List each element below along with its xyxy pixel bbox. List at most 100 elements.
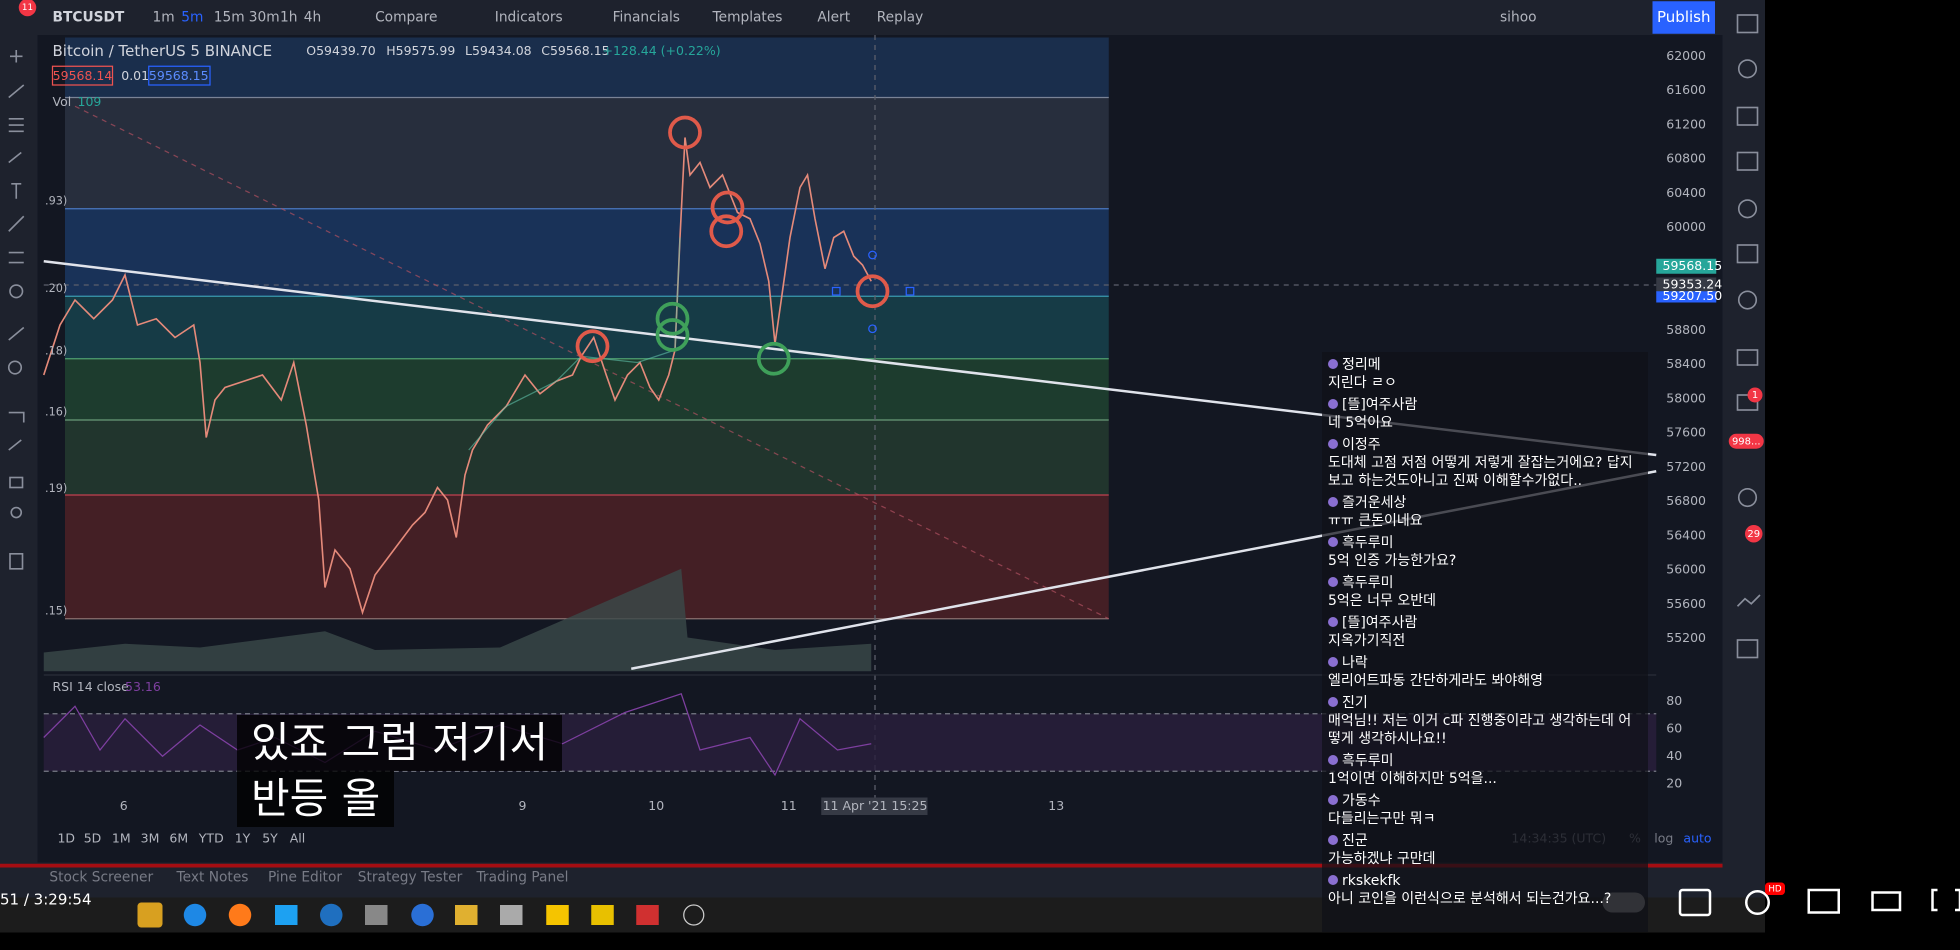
left-toolbar [0, 35, 38, 898]
chat-message: 흑두루미 5억 인증 가능한가요? [1328, 534, 1642, 570]
toolbar-button[interactable]: Templates [712, 10, 783, 26]
chat-author: 흑두루미 [1328, 752, 1642, 770]
interval[interactable]: 15m [214, 10, 245, 26]
badge [1747, 387, 1763, 403]
player-controls[interactable] [1678, 888, 1960, 917]
interval[interactable]: 1m [153, 10, 175, 26]
range[interactable]: All [290, 830, 306, 845]
sidebar-badge: 1 [1752, 390, 1758, 401]
interval[interactable]: 4h [304, 10, 321, 26]
range[interactable]: 3M [141, 830, 160, 845]
ohlc: +128.44 (+0.22%) [603, 43, 721, 58]
ohlc: C59568.15 [541, 43, 609, 58]
time-label-bg [821, 797, 928, 815]
chat-author: [뜰]여주사람 [1328, 396, 1642, 414]
range[interactable]: YTD [198, 830, 224, 845]
volume-label: Vol [53, 94, 72, 109]
axis-control[interactable]: auto [1683, 830, 1711, 845]
chat-message: 흑두루미 1억이면 이해하지만 5억을... [1328, 752, 1642, 788]
chat-message: 진기 매억님!! 저는 이거 c파 진행중이라고 생각하는데 어떻게 생각하시나요… [1328, 694, 1642, 748]
chat-message: 나락 엘리어트파동 간단하게라도 봐야해영 [1328, 654, 1642, 690]
chat-text: 5억 인증 가능한가요? [1328, 553, 1457, 569]
price-tick: 56800 [1666, 493, 1706, 508]
time-tick: 11 [781, 798, 797, 813]
interval[interactable]: 1h [280, 10, 297, 26]
chat-text: 아니 코인을 이런식으로 분석해서 되는건가요...? [1328, 891, 1612, 907]
badge [1728, 433, 1764, 449]
ohlc: H59575.99 [386, 43, 455, 58]
interval[interactable]: 5m [181, 10, 203, 26]
rsi-tick: 40 [1666, 748, 1682, 763]
chat-author: [뜰]여주사람 [1328, 614, 1642, 632]
chat-message: 가동수 다들리는구만 뭐ㅋ [1328, 792, 1642, 828]
range[interactable]: 1Y [235, 830, 251, 845]
progress [0, 863, 1723, 868]
bottom-tab[interactable]: Stock Screener [49, 870, 153, 886]
chat-author: 흑두루미 [1328, 534, 1642, 552]
badge [18, 0, 37, 17]
bid-box[interactable] [51, 65, 114, 86]
bottom-tab[interactable]: Pine Editor [268, 870, 342, 886]
time-tick: 11 Apr '21 15:25 [823, 798, 928, 813]
price-tick: 60000 [1666, 219, 1706, 234]
symbol[interactable]: BTCUSDT [53, 10, 125, 26]
publish[interactable]: Publish [1657, 8, 1710, 26]
time-tick: 9 [519, 798, 527, 813]
fib-zones [65, 37, 1109, 620]
price-label-bg [1656, 291, 1717, 303]
chat-message: 정리메 지린다 ㄹㅇ [1328, 356, 1642, 392]
ask-box[interactable] [148, 65, 211, 86]
toolbar-button[interactable]: Indicators [495, 10, 563, 26]
toolbar-button[interactable]: Replay [877, 10, 924, 26]
annotations [575, 115, 890, 376]
sidebar-badge: 29 [1747, 529, 1760, 540]
range[interactable]: 1D [57, 830, 75, 845]
publish-button[interactable] [1652, 1, 1716, 34]
rsi-tick: 20 [1666, 775, 1682, 790]
price-tick: 56000 [1666, 562, 1706, 577]
chat-message: rkskekfk 아니 코인을 이런식으로 분석해서 되는건가요...? [1328, 872, 1642, 908]
bottom-tab[interactable]: Text Notes [176, 870, 249, 886]
bottom-tab[interactable]: Trading Panel [476, 870, 569, 886]
price-tick: 60400 [1666, 185, 1706, 200]
fib-label: .19) [45, 482, 67, 495]
range[interactable]: 1M [112, 830, 131, 845]
range[interactable]: 6M [169, 830, 188, 845]
chat-text: 지옥가기직전 [1328, 633, 1406, 649]
price-tick: 60800 [1666, 151, 1706, 166]
chat-message: [뜰]여주사람 지옥가기직전 [1328, 614, 1642, 650]
toolbar-button[interactable]: Compare [375, 10, 437, 26]
handles [831, 250, 915, 334]
toolbar-button[interactable]: Alert [817, 10, 850, 26]
chat-message: 이정주 도대체 고점 저점 어떻게 저렇게 잘잡는거에요? 답지보고 하는것도아니… [1328, 436, 1642, 490]
right-icons [1736, 14, 1761, 659]
chat-message: 흑두루미 5억은 너무 오반데 [1328, 574, 1642, 610]
hd: HD [1768, 884, 1782, 894]
price-label: 59353.24 [1663, 277, 1723, 292]
rsi-value: 53.16 [125, 679, 161, 694]
bid[interactable]: 59568.14 [53, 68, 113, 83]
range[interactable]: 5D [84, 830, 102, 845]
toolbar-button[interactable]: Financials [613, 10, 680, 26]
chat-author: 이정주 [1328, 436, 1642, 454]
interval[interactable]: 30m [249, 10, 280, 26]
chat-author: 나락 [1328, 654, 1642, 672]
rsi-tick: 60 [1666, 720, 1682, 735]
chat-author: 정리메 [1328, 356, 1642, 374]
price-label-bg [1656, 258, 1717, 274]
bottom-tab[interactable]: Strategy Tester [358, 870, 463, 886]
user[interactable]: sihoo [1500, 10, 1537, 26]
fib-label: .93) [45, 194, 67, 207]
chat-text: 1억이면 이해하지만 5억을... [1328, 771, 1497, 787]
spread: 0.01 [121, 68, 149, 83]
price-tick: 61200 [1666, 116, 1706, 131]
time-tick: 10 [648, 798, 664, 813]
axis-control[interactable]: log [1654, 830, 1673, 845]
time-tick: 13 [1048, 798, 1064, 813]
chat-text: 가능하겠냐 구만데 [1328, 851, 1436, 867]
video-time: 51 / 3:29:54 [0, 891, 92, 909]
chat-text: 매억님!! 저는 이거 c파 진행중이라고 생각하는데 어떻게 생각하시나요!! [1328, 713, 1632, 747]
range[interactable]: 5Y [262, 830, 278, 845]
ask[interactable]: 59568.15 [149, 68, 209, 83]
